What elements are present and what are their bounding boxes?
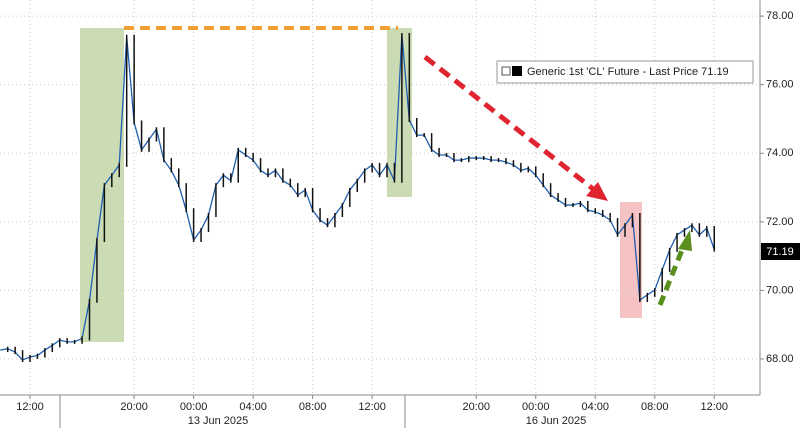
last-price-label: 71.19 bbox=[766, 246, 794, 258]
y-tick-label: 78.00 bbox=[766, 10, 794, 22]
legend: Generic 1st 'CL' Future - Last Price 71.… bbox=[496, 60, 754, 84]
date-label: 13 Jun 2025 bbox=[188, 415, 249, 427]
x-tick-label: 12:00 bbox=[700, 401, 728, 413]
legend-label: Generic 1st 'CL' Future - Last Price 71.… bbox=[527, 66, 729, 78]
legend-toggle bbox=[501, 66, 511, 76]
x-tick-label: 12:00 bbox=[16, 401, 44, 413]
legend-swatch bbox=[512, 66, 522, 76]
trend-arrow bbox=[657, 244, 687, 306]
highlight-region bbox=[80, 28, 124, 342]
y-tick-label: 68.00 bbox=[766, 353, 794, 365]
x-tick-label: 00:00 bbox=[180, 401, 208, 413]
x-tick-label: 12:00 bbox=[358, 401, 386, 413]
y-tick-label: 74.00 bbox=[766, 147, 794, 159]
last-price-box bbox=[761, 243, 800, 260]
trend-arrow bbox=[423, 55, 599, 194]
x-tick-label: 04:00 bbox=[581, 401, 609, 413]
x-tick-label: 20:00 bbox=[462, 401, 490, 413]
date-label: 16 Jun 2025 bbox=[526, 415, 587, 427]
legend-box bbox=[496, 60, 754, 84]
x-tick-label: 08:00 bbox=[641, 401, 669, 413]
x-tick-label: 20:00 bbox=[120, 401, 148, 413]
x-tick-label: 08:00 bbox=[299, 401, 327, 413]
x-tick-label: 00:00 bbox=[522, 401, 550, 413]
x-tick-label: 04:00 bbox=[239, 401, 267, 413]
y-tick-label: 70.00 bbox=[766, 284, 794, 296]
arrow-head bbox=[586, 182, 608, 201]
highlight-region bbox=[387, 28, 412, 197]
highlight-region bbox=[620, 202, 642, 318]
y-tick-label: 72.00 bbox=[766, 216, 794, 228]
y-tick-label: 76.00 bbox=[766, 79, 794, 91]
arrow-head bbox=[678, 230, 692, 251]
